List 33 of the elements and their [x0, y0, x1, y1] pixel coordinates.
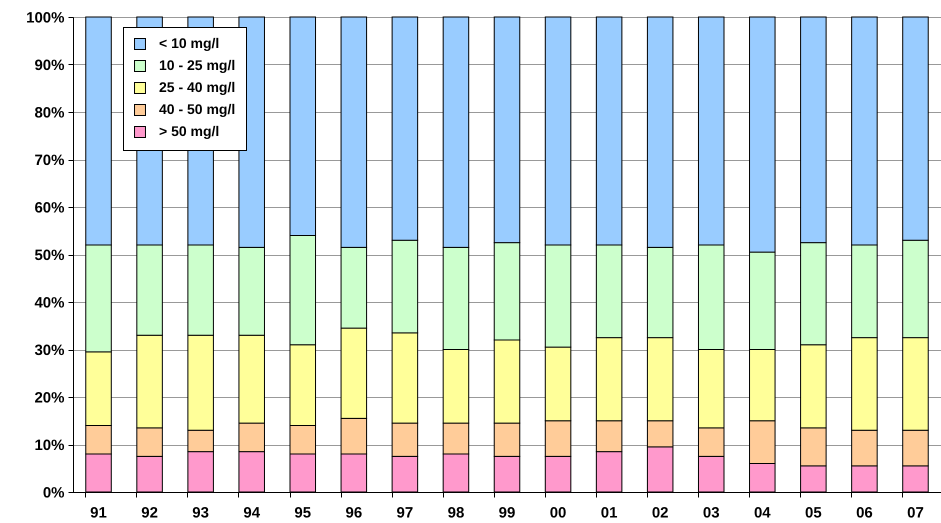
x-tick-label: 98	[448, 504, 464, 522]
y-tick-label: 60%	[34, 200, 64, 216]
x-tick-label: 95	[294, 504, 312, 522]
y-tick-label: 90%	[34, 57, 64, 74]
x-tick-label: 05	[805, 504, 822, 522]
y-tick-label: 100%	[26, 10, 64, 26]
y-tick-label: 40%	[34, 294, 64, 312]
x-tick-label: 92	[141, 504, 158, 522]
x-tick-label: 94	[243, 504, 261, 522]
y-tick-label: 80%	[34, 104, 64, 122]
x-tick-label: 03	[702, 504, 720, 522]
x-tick-label: 97	[396, 504, 414, 522]
x-tick-label: 93	[192, 504, 209, 522]
x-tick-label: 02	[652, 504, 669, 522]
legend-label: 25 - 40 mg/l	[159, 79, 236, 95]
y-tick-label: 10%	[34, 437, 64, 454]
x-tick-label: 06	[856, 504, 873, 522]
y-tick-label: 20%	[34, 390, 64, 406]
x-tick-label: 04	[754, 504, 772, 522]
legend-label: 10 - 25 mg/l	[159, 57, 236, 73]
legend-label: 40 - 50 mg/l	[159, 101, 236, 117]
y-tick-label: 0%	[42, 484, 64, 502]
legend-label: < 10 mg/l	[159, 35, 220, 51]
legend-label: > 50 mg/l	[159, 123, 220, 139]
x-tick-label: 96	[345, 504, 362, 522]
y-tick-label: 70%	[34, 152, 64, 169]
x-tick-label: 91	[90, 504, 107, 522]
y-tick-label: 50%	[34, 247, 64, 264]
y-tick-label: 30%	[34, 342, 64, 359]
x-tick-label: 07	[907, 504, 924, 522]
x-tick-label: 00	[550, 504, 566, 522]
x-tick-label: 01	[600, 504, 618, 522]
x-tick-label: 99	[498, 504, 516, 522]
